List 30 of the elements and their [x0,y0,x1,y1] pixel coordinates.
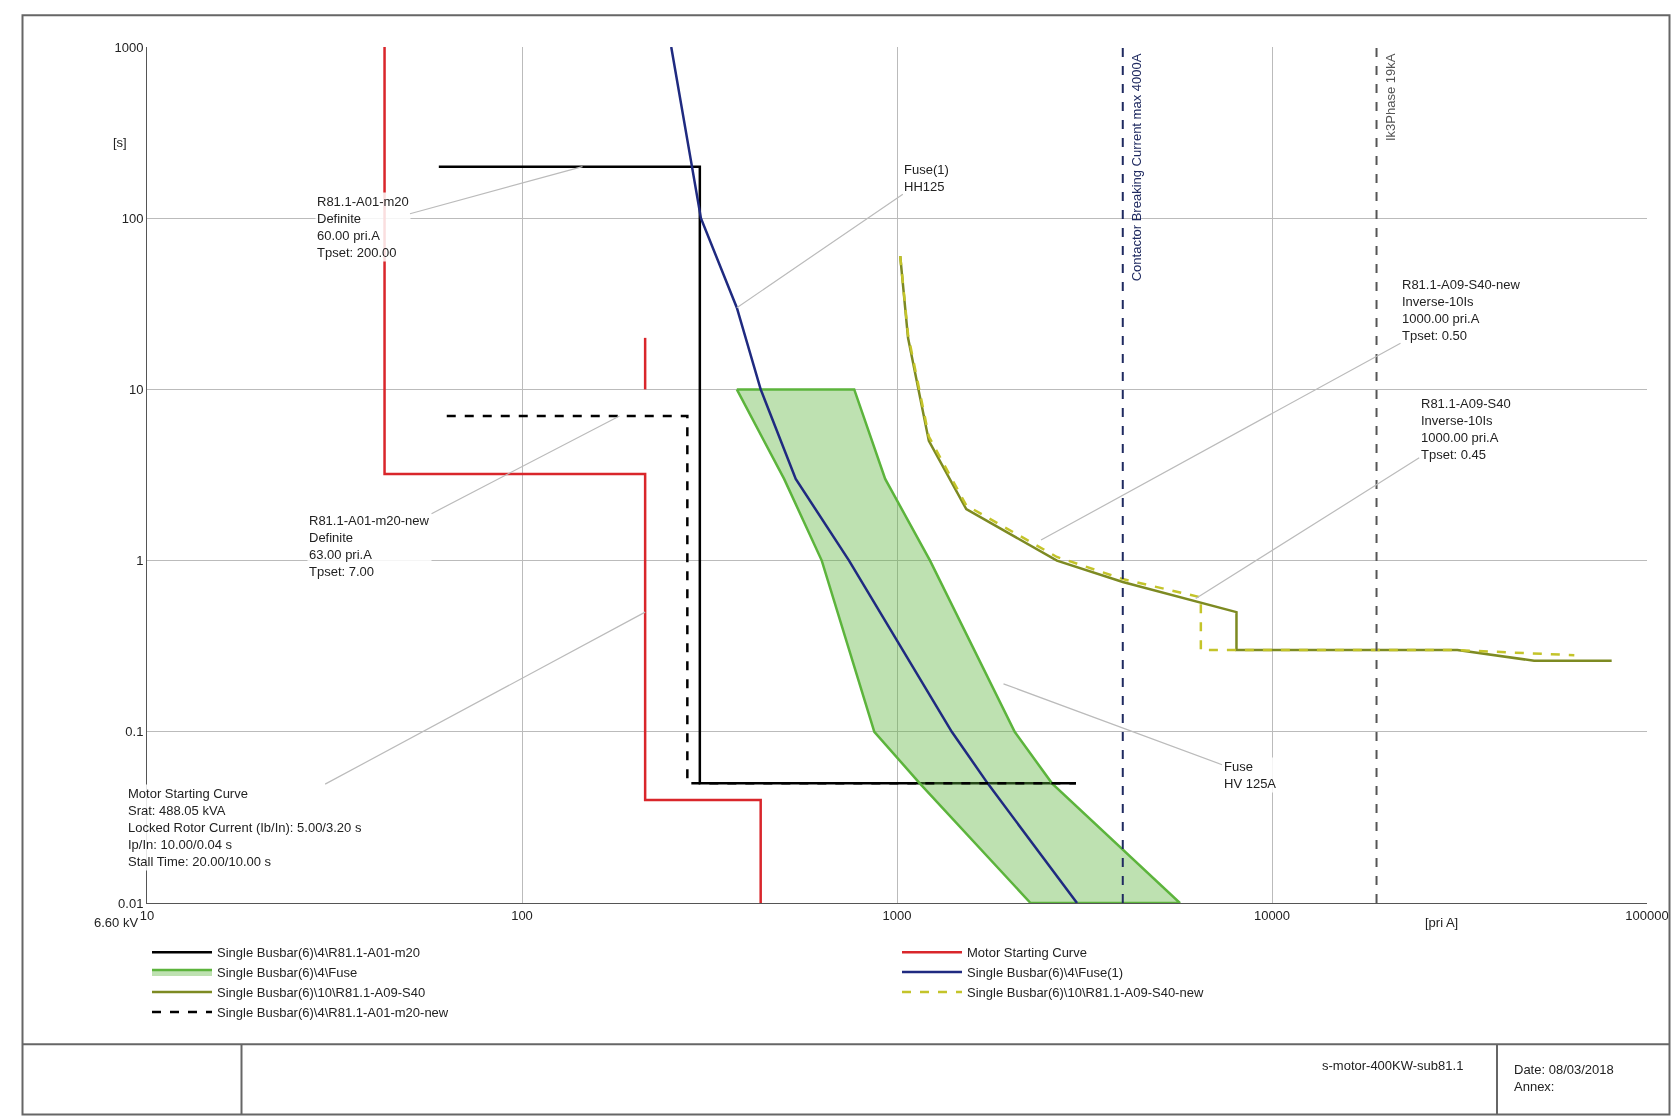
text: Date: 08/03/2018 Annex: [1514,1062,1614,1094]
ref-line-label: Contactor Breaking Current max 4000A [1129,53,1145,282]
legend-label: Motor Starting Curve [967,945,1087,961]
annotation: Fuse HV 125A [1224,759,1277,791]
legend-label: Single Busbar(6)\4\R81.1-A01-m20 [217,945,421,961]
x-tick-label: 1000 [882,907,912,923]
y-tick-label: 0.1 [125,724,144,740]
legend-label: Single Busbar(6)\4\Fuse(1) [967,965,1124,981]
annotation: Fuse(1) HH125 [904,162,949,194]
annotation: R81.1-A09-S40-new Inverse-10Is 1000.00 pri.A Tpset: 0.50 [1402,277,1521,343]
y-tick-label: 1000 [114,39,144,55]
x-axis-title: [pri A] [1425,915,1459,930]
text: 6.60 kV [94,915,139,930]
legend-label: Single Busbar(6)\4\Fuse [217,965,358,981]
legend-label: Single Busbar(6)\10\R81.1-A09-S40-new [967,985,1204,1001]
y-tick-label: 1 [136,553,144,569]
x-tick-label: 100 [511,907,533,923]
y-axis-title: [s] [113,135,127,150]
legend-label: Single Busbar(6)\4\R81.1-A01-m20-new [217,1004,449,1020]
legend-label: Single Busbar(6)\10\R81.1-A09-S40 [217,985,426,1001]
y-tick-label: 10 [128,381,144,397]
annotation: R81.1-A01-m20-new Definite 63.00 pri.A Tpset: 7.00 [309,513,430,579]
annotation: R81.1-A01-m20 Definite 60.00 pri.A Tpset: 200.00 [317,194,409,260]
ref-line-label: Ik3Phase 19kA [1383,53,1399,142]
text: s-motor-400KW-sub81.1 [1322,1058,1464,1073]
x-tick-label: 100000 [1625,907,1669,923]
annotation: R81.1-A09-S40 Inverse-10Is 1000.00 pri.A Tpset: 0.45 [1421,396,1511,462]
y-tick-label: 100 [121,210,144,226]
x-tick-label: 10000 [1253,907,1291,923]
annotation: Motor Starting Curve Srat: 488.05 kVA Locked Rotor Current (Ib/In): 5.00/3.20 s Ip/In: 10.00/0.04 s Stall Time: 20.00/10.00 s [128,786,362,869]
